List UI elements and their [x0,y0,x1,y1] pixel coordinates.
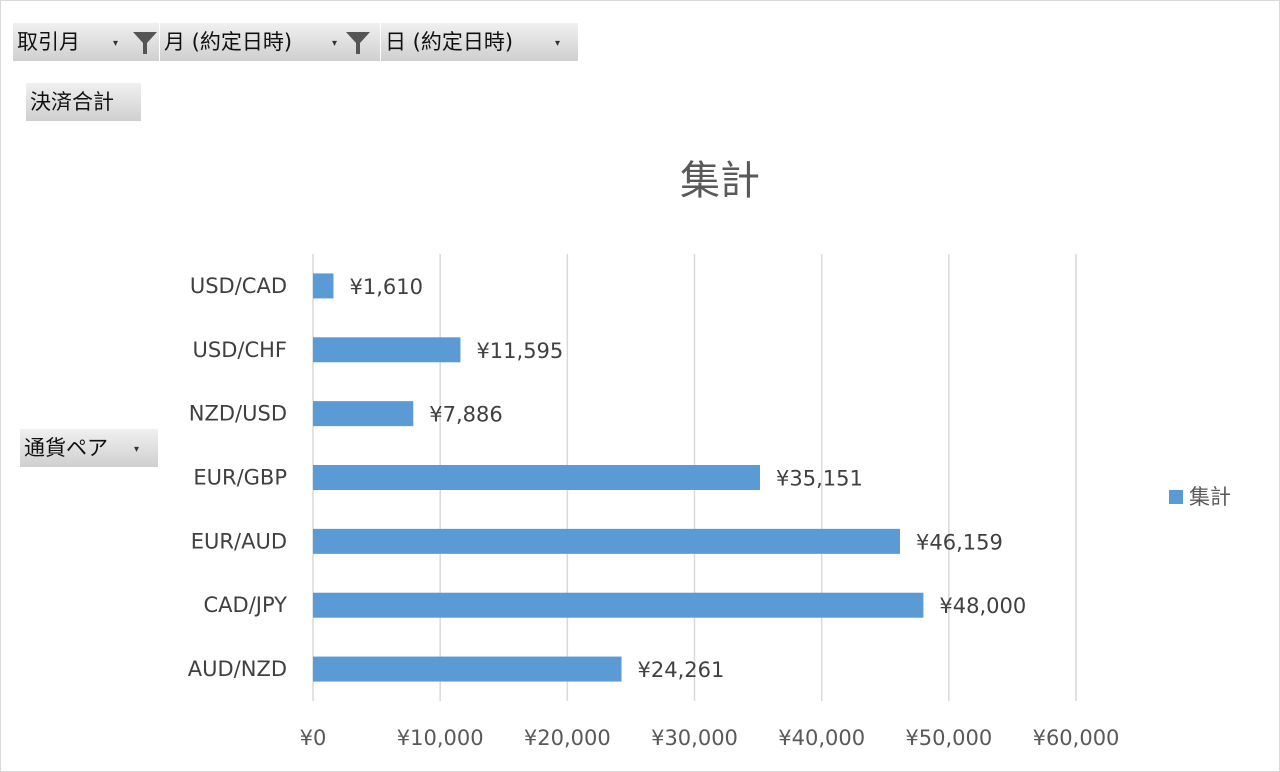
row-field-label: 通貨ペア [24,436,108,460]
x-tick-label: ¥10,000 [397,726,484,750]
data-label: ¥48,000 [939,594,1026,618]
filter-field-contract-month[interactable]: 月 (約定日時) ▾ [160,23,380,61]
data-label: ¥35,151 [776,467,863,491]
category-label: EUR/GBP [193,466,287,490]
category-label: USD/CAD [190,274,287,298]
value-axis: ¥0 ¥10,000 ¥20,000 ¥30,000 ¥40,000 ¥50,000 ¥60… [300,726,1120,750]
filter-field-month-label: 取引月 [17,30,80,54]
category-axis: USD/CAD USD/CHF NZD/USD EUR/GBP EUR/AUD CAD/J… [188,274,287,681]
filter-field-contract-day-label: 日 (約定日時) [385,30,514,54]
filter-funnel-icon[interactable] [131,30,159,56]
data-label: ¥1,610 [349,275,422,299]
data-label: ¥11,595 [476,339,563,363]
values-field-button[interactable]: 決済合計 [26,83,141,121]
chevron-down-icon[interactable]: ▾ [332,38,338,49]
data-label: ¥7,886 [429,403,502,427]
bar[interactable] [313,465,761,490]
category-label: EUR/AUD [191,529,287,553]
category-label: AUD/NZD [188,657,287,681]
chevron-down-icon[interactable]: ▾ [555,38,561,49]
filter-field-contract-day[interactable]: 日 (約定日時) ▾ [381,23,578,61]
bar[interactable] [313,337,461,363]
filter-funnel-icon[interactable] [344,30,372,56]
category-label: NZD/USD [189,402,287,426]
bar[interactable] [313,401,414,427]
bar[interactable] [313,592,924,618]
bar[interactable] [313,273,334,299]
legend-swatch [1169,490,1183,504]
bar-series[interactable]: ¥1,610 ¥11,595 ¥7,886 ¥35,151 ¥46,159 ¥48,000… [313,273,1026,682]
chart-title: 集計 [680,158,760,204]
bar[interactable] [313,528,900,554]
bar[interactable] [313,656,622,682]
chevron-down-icon[interactable]: ▾ [134,444,140,455]
x-tick-label: ¥20,000 [524,726,611,750]
category-label: USD/CHF [193,338,287,362]
x-tick-label: ¥30,000 [651,726,738,750]
filter-field-month[interactable]: 取引月 ▾ [13,23,159,61]
row-field-button[interactable]: 通貨ペア ▾ [20,429,158,467]
values-field-label: 決済合計 [30,90,114,114]
legend: 集計 [1169,485,1231,509]
x-tick-label: ¥60,000 [1033,726,1120,750]
category-label: CAD/JPY [204,593,288,617]
x-tick-label: ¥40,000 [778,726,865,750]
x-tick-label: ¥0 [300,726,327,750]
filter-field-contract-month-label: 月 (約定日時) [164,30,293,54]
x-tick-label: ¥50,000 [905,726,992,750]
data-label: ¥46,159 [916,530,1003,554]
legend-label: 集計 [1189,485,1231,509]
data-label: ¥24,261 [638,658,725,682]
chevron-down-icon[interactable]: ▾ [113,38,119,49]
